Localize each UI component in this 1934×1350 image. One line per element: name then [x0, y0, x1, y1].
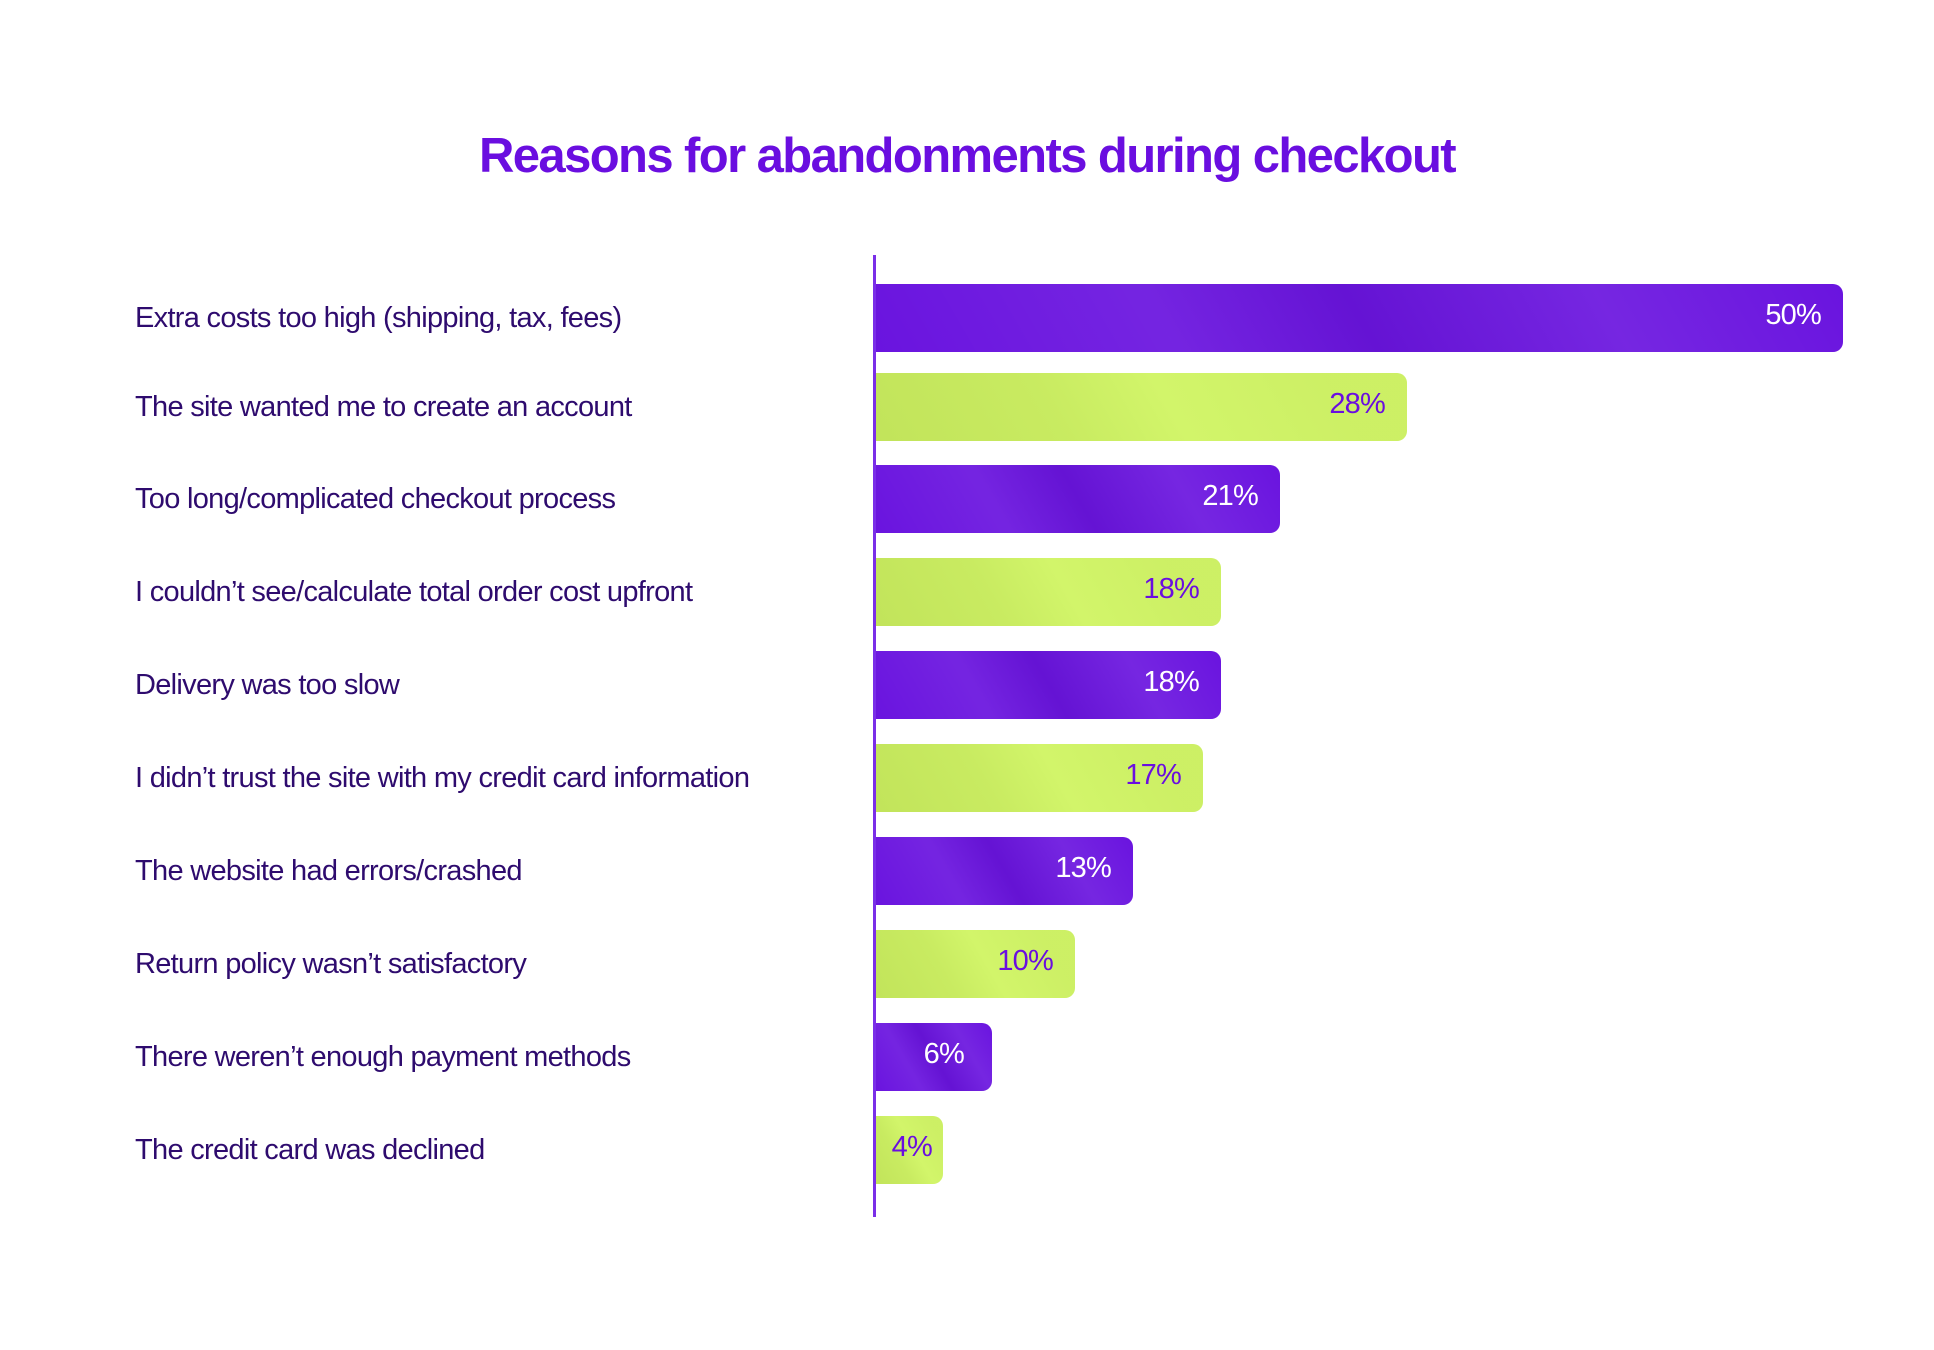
bar-slow-delivery: 18%: [876, 651, 1221, 719]
bar-value-label: 6%: [923, 1038, 965, 1070]
category-label: The website had errors/crashed: [135, 855, 523, 887]
bar-value-label: 18%: [1143, 573, 1199, 605]
category-label: Extra costs too high (shipping, tax, fee…: [135, 302, 622, 334]
category-label: There weren’t enough payment methods: [135, 1041, 631, 1073]
bar-value-label: 10%: [997, 945, 1053, 977]
chart-title: Reasons for abandonments during checkout: [478, 129, 1457, 183]
bar-card-declined: 4%: [876, 1116, 943, 1184]
bar-value-label: 28%: [1329, 388, 1385, 420]
bar-complicated-checkout: 21%: [876, 465, 1280, 533]
bar-return-policy: 10%: [876, 930, 1075, 998]
y-axis-line: [873, 255, 876, 1217]
bar-payment-methods: 6%: [876, 1023, 992, 1091]
bar-value-label: 21%: [1202, 480, 1258, 512]
bar-trust-credit-card: 17%: [876, 744, 1203, 812]
bar-value-label: 4%: [891, 1131, 933, 1163]
bar-create-account: 28%: [876, 373, 1407, 441]
category-label: Too long/complicated checkout process: [135, 483, 616, 515]
category-label: The site wanted me to create an account: [135, 391, 632, 423]
category-label: Delivery was too slow: [135, 669, 400, 701]
bar-extra-costs: 50%: [876, 284, 1843, 352]
bar-value-label: 50%: [1765, 299, 1821, 331]
bar-value-label: 17%: [1125, 759, 1181, 791]
bar-value-label: 18%: [1143, 666, 1199, 698]
bar-value-label: 13%: [1055, 852, 1111, 884]
category-label: The credit card was declined: [135, 1134, 485, 1166]
bar-total-cost-upfront: 18%: [876, 558, 1221, 626]
category-label: Return policy wasn’t satisfactory: [135, 948, 527, 980]
category-label: I didn’t trust the site with my credit c…: [135, 762, 750, 794]
bar-website-errors: 13%: [876, 837, 1133, 905]
category-label: I couldn’t see/calculate total order cos…: [135, 576, 693, 608]
